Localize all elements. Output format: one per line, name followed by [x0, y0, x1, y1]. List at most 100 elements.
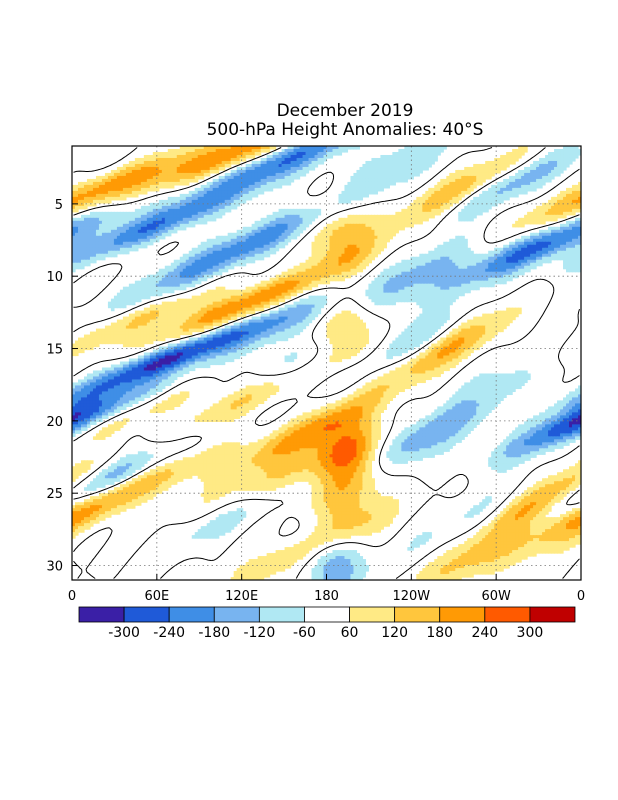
anomaly-cell: [398, 160, 402, 165]
anomaly-cell: [134, 217, 139, 222]
anomaly-cell: [173, 202, 178, 207]
anomaly-cell: [314, 277, 319, 282]
anomaly-cell: [509, 244, 513, 249]
anomaly-cell: [566, 146, 570, 150]
anomaly-cell: [542, 181, 546, 186]
anomaly-cell: [161, 154, 166, 159]
anomaly-cell: [530, 247, 534, 252]
anomaly-cell: [431, 214, 435, 219]
anomaly-cell: [401, 226, 405, 231]
anomaly-cell: [569, 262, 573, 267]
anomaly-cell: [527, 211, 531, 216]
anomaly-cell: [104, 184, 109, 189]
anomaly-cell: [494, 259, 498, 264]
anomaly-cell: [101, 211, 106, 216]
anomaly-cell: [317, 146, 322, 150]
anomaly-cell: [344, 271, 349, 276]
anomaly-cell: [203, 187, 208, 192]
anomaly-cell: [278, 169, 283, 174]
anomaly-cell: [191, 172, 196, 177]
anomaly-cell: [224, 160, 229, 165]
anomaly-cell: [116, 184, 121, 189]
anomaly-cell: [98, 196, 103, 201]
anomaly-cell: [206, 265, 211, 270]
anomaly-cell: [518, 178, 522, 183]
anomaly-cell: [551, 256, 555, 261]
anomaly-cell: [575, 154, 579, 159]
anomaly-cell: [263, 146, 268, 150]
anomaly-cell: [512, 268, 516, 273]
anomaly-cell: [281, 163, 286, 168]
anomaly-cell: [362, 187, 367, 192]
anomaly-cell: [143, 172, 148, 177]
anomaly-cell: [566, 244, 570, 249]
anomaly-cell: [104, 214, 109, 219]
anomaly-cell: [401, 259, 405, 264]
anomaly-cell: [293, 283, 298, 288]
anomaly-cell: [449, 196, 453, 201]
anomaly-cell: [542, 166, 546, 171]
anomaly-cell: [110, 178, 115, 183]
anomaly-cell: [134, 208, 139, 213]
anomaly-cell: [482, 205, 486, 210]
anomaly-cell: [323, 271, 328, 276]
anomaly-cell: [452, 175, 456, 180]
anomaly-cell: [107, 232, 112, 237]
anomaly-cell: [218, 148, 223, 153]
anomaly-cell: [341, 262, 346, 267]
anomaly-cell: [536, 250, 540, 255]
anomaly-cell: [281, 283, 286, 288]
anomaly-cell: [215, 235, 220, 240]
anomaly-cell: [434, 184, 438, 189]
anomaly-cell: [470, 262, 474, 267]
anomaly-cell: [419, 289, 423, 294]
anomaly-cell: [323, 256, 328, 261]
anomaly-cell: [452, 178, 456, 183]
anomaly-cell: [194, 169, 199, 174]
anomaly-cell: [290, 214, 295, 219]
anomaly-cell: [194, 193, 199, 198]
anomaly-cell: [383, 166, 387, 171]
anomaly-cell: [533, 220, 537, 225]
anomaly-cell: [389, 154, 393, 159]
anomaly-cell: [185, 211, 190, 216]
anomaly-cell: [143, 283, 148, 288]
anomaly-cell: [308, 208, 313, 213]
anomaly-cell: [122, 211, 127, 216]
anomaly-cell: [506, 244, 510, 249]
anomaly-cell: [185, 268, 190, 273]
anomaly-cell: [296, 289, 301, 294]
anomaly-cell: [446, 178, 450, 183]
anomaly-cell: [446, 247, 450, 252]
anomaly-cell: [317, 208, 322, 213]
anomaly-cell: [203, 196, 208, 201]
anomaly-cell: [494, 196, 498, 201]
anomaly-cell: [434, 274, 438, 279]
anomaly-cell: [173, 166, 178, 171]
anomaly-cell: [359, 253, 364, 258]
anomaly-cell: [533, 247, 537, 252]
anomaly-cell: [422, 160, 426, 165]
anomaly-cell: [470, 253, 474, 258]
anomaly-cell: [212, 148, 217, 153]
anomaly-cell: [395, 175, 399, 180]
anomaly-cell: [452, 241, 456, 246]
anomaly-cell: [248, 175, 253, 180]
anomaly-cell: [350, 250, 355, 255]
anomaly-cell: [578, 187, 581, 192]
anomaly-cell: [311, 283, 316, 288]
anomaly-cell: [524, 253, 528, 258]
anomaly-cell: [476, 268, 480, 273]
anomaly-cell: [431, 286, 435, 291]
anomaly-cell: [155, 175, 160, 180]
anomaly-cell: [314, 256, 319, 261]
anomaly-cell: [320, 247, 325, 252]
anomaly-cell: [446, 241, 450, 246]
anomaly-cell: [443, 283, 447, 288]
anomaly-cell: [311, 277, 316, 282]
anomaly-cell: [575, 247, 579, 252]
anomaly-cell: [413, 217, 417, 222]
anomaly-cell: [83, 232, 88, 237]
anomaly-cell: [128, 175, 133, 180]
anomaly-cell: [578, 235, 581, 240]
